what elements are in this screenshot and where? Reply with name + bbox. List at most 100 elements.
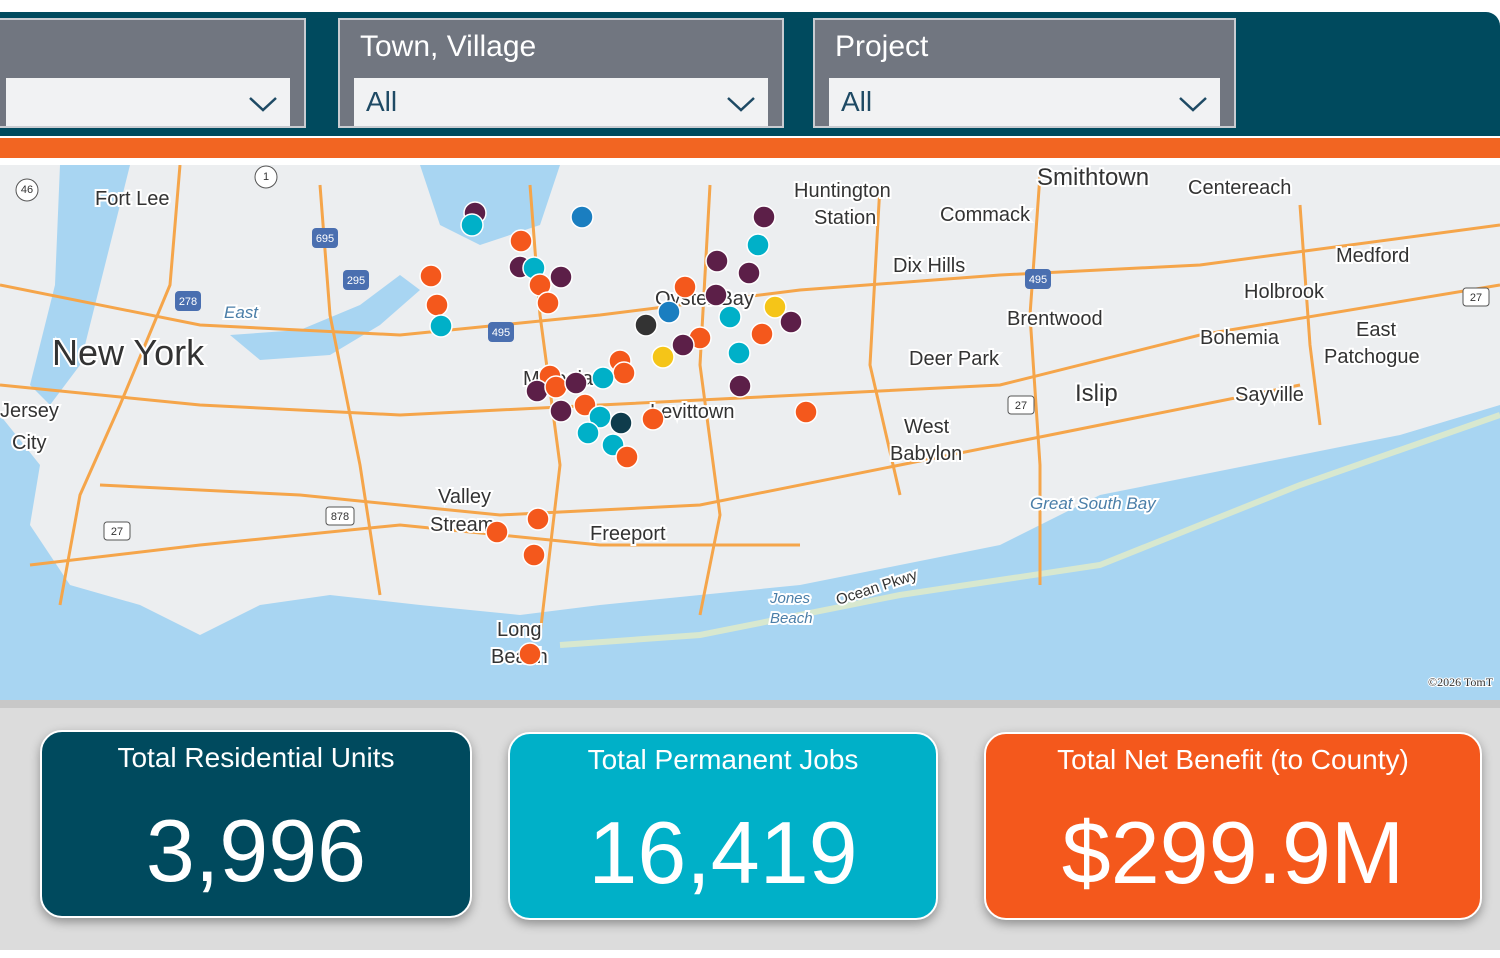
filter-label: Project [835, 30, 929, 63]
filter-label: Town, Village [360, 30, 537, 63]
place-label: New York [52, 332, 205, 373]
dropdown[interactable]: All [354, 78, 768, 126]
place-label: Station [814, 207, 876, 229]
map-marker[interactable] [746, 233, 770, 257]
place-label: Stream [430, 514, 494, 536]
map-marker[interactable] [591, 366, 615, 390]
shield-label: 46 [21, 184, 33, 196]
shield-label: 278 [179, 296, 197, 308]
map-marker[interactable] [612, 361, 636, 385]
shield-label: 295 [347, 275, 365, 287]
map-marker[interactable] [564, 371, 588, 395]
map-marker[interactable] [576, 421, 600, 445]
map-marker[interactable] [518, 642, 542, 666]
place-label: Sayville [1235, 384, 1304, 406]
place-label: Holbrook [1244, 281, 1325, 303]
map-marker[interactable] [536, 291, 560, 315]
place-label: Commack [940, 204, 1031, 226]
chevron [727, 97, 755, 112]
map-marker[interactable] [485, 520, 509, 544]
shield-label: 27 [1470, 292, 1482, 304]
map-marker[interactable] [429, 314, 453, 338]
place-label: East [224, 303, 259, 322]
map-marker[interactable] [728, 374, 752, 398]
map-marker[interactable] [779, 310, 803, 334]
map-marker[interactable] [794, 400, 818, 424]
map-marker[interactable] [750, 322, 774, 346]
kpi-value: 16,419 [588, 803, 858, 902]
dropdown[interactable]: All [829, 78, 1220, 126]
map-marker[interactable] [549, 399, 573, 423]
map-marker[interactable] [763, 295, 787, 319]
chevron [249, 97, 277, 112]
place-labels: Fort Lee New York Jersey City East Hunti… [0, 165, 1422, 670]
place-label: Fort Lee [95, 188, 169, 210]
shield-label: 495 [492, 327, 510, 339]
place-label: Deer Park [909, 348, 1000, 370]
map-marker[interactable] [570, 205, 594, 229]
water [230, 275, 420, 360]
kpi-card: Total Residential Units 3,996 [40, 730, 472, 918]
map-marker[interactable] [634, 313, 658, 337]
map-marker[interactable] [425, 293, 449, 317]
map-marker[interactable] [752, 205, 776, 229]
map[interactable]: Fort Lee New York Jersey City East Hunti… [0, 165, 1500, 700]
shield-label: 1 [263, 171, 269, 183]
place-label: Jones [769, 590, 811, 607]
map-marker[interactable] [615, 445, 639, 469]
map-marker[interactable] [673, 275, 697, 299]
place-label: Valley [438, 486, 491, 508]
map-marker[interactable] [526, 507, 550, 531]
dropdown-value: All [841, 86, 873, 117]
kpi-title: Total Residential Units [117, 742, 395, 773]
map-marker[interactable] [460, 213, 484, 237]
shield-label: 695 [316, 233, 334, 245]
filter[interactable]: Town, Village All [338, 18, 784, 128]
map-marker[interactable] [609, 411, 633, 435]
place-label: Huntington [794, 180, 891, 202]
route-shields: 46 1 695 295 278 495 495 878 27 27 27 [15, 165, 1490, 541]
place-label: Medford [1336, 245, 1409, 267]
map-marker[interactable] [525, 379, 549, 403]
place-label: Islip [1075, 380, 1118, 407]
place-label: Beach [770, 610, 813, 627]
map-marker[interactable] [549, 265, 573, 289]
map-marker[interactable] [718, 305, 742, 329]
map-marker[interactable] [704, 283, 728, 307]
map-marker[interactable] [544, 375, 568, 399]
filter[interactable]: Project All [813, 18, 1236, 128]
dropdown[interactable] [6, 78, 290, 126]
map-marker[interactable] [737, 261, 761, 285]
place-label: Brentwood [1007, 308, 1103, 330]
map-marker[interactable] [705, 249, 729, 273]
barrier-island [559, 412, 1500, 648]
accent-bar [0, 138, 1500, 158]
place-label: East [1356, 319, 1396, 341]
map-marker[interactable] [727, 341, 751, 365]
kpi-title: Total Net Benefit (to County) [1057, 744, 1409, 775]
map-marker[interactable] [671, 333, 695, 357]
place-label: Jersey [0, 400, 59, 422]
place-label: Smithtown [1037, 165, 1149, 191]
dropdown-value: All [366, 86, 398, 117]
shield-label: 27 [1015, 400, 1027, 412]
map-marker[interactable] [522, 543, 546, 567]
kpi-value: 3,996 [145, 801, 367, 900]
water [420, 165, 560, 245]
place-label: Patchogue [1324, 346, 1420, 368]
water [0, 405, 1500, 700]
shield-label: 878 [331, 511, 349, 523]
kpi-card: Total Permanent Jobs 16,419 [508, 732, 938, 920]
place-label: Great South Bay [1030, 494, 1157, 513]
map-marker[interactable] [509, 229, 533, 253]
map-marker[interactable] [419, 264, 443, 288]
filter[interactable] [0, 18, 306, 128]
map-marker[interactable] [657, 300, 681, 324]
map-marker[interactable] [651, 345, 675, 369]
kpi-value: $299.9M [1061, 803, 1405, 902]
water [30, 165, 130, 405]
project-markers[interactable] [419, 201, 818, 666]
shield-label: 495 [1029, 274, 1047, 286]
map-marker[interactable] [641, 407, 665, 431]
